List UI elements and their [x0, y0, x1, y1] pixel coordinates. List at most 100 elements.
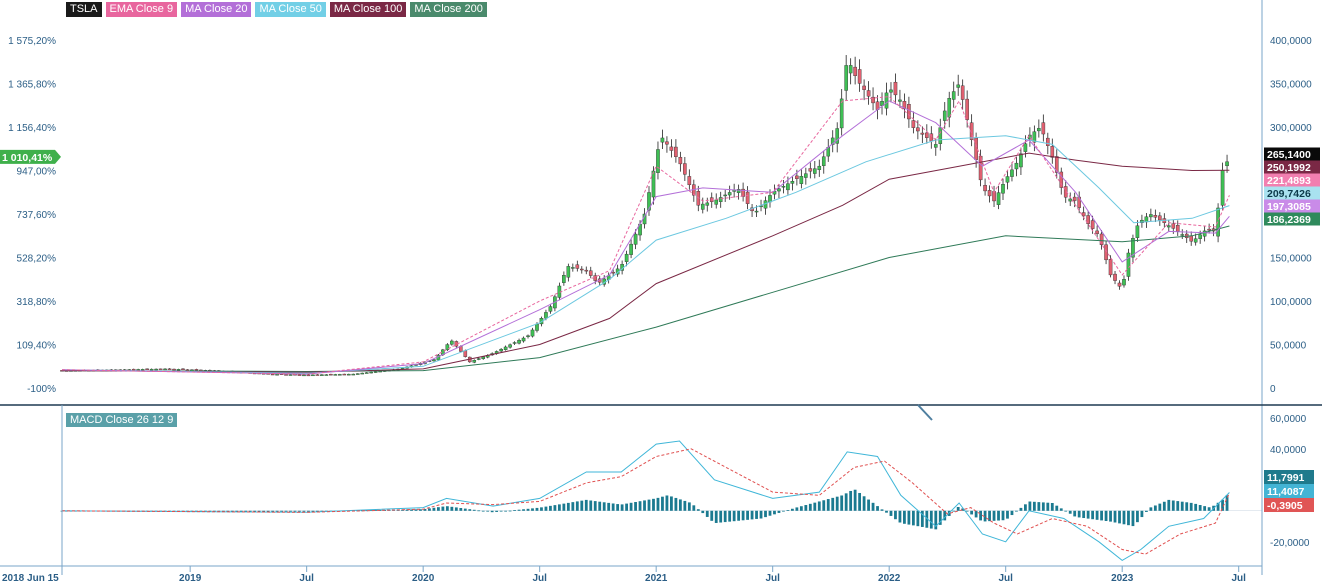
macd-histogram-bar	[248, 510, 252, 512]
candle-body	[566, 266, 571, 278]
macd-histogram-bar	[876, 506, 879, 511]
legend-item-ma200[interactable]: MA Close 200	[410, 2, 487, 17]
candle-body	[1037, 128, 1041, 132]
macd-histogram-bar	[732, 510, 736, 522]
legend-item-ma100[interactable]: MA Close 100	[329, 2, 407, 17]
candle-body	[1059, 171, 1064, 188]
price-axis-tick: 150,0000	[1270, 254, 1312, 265]
candle-body	[369, 371, 373, 374]
candle-body	[938, 127, 943, 144]
macd-histogram-bar	[813, 502, 817, 511]
candle-body	[1046, 137, 1050, 146]
macd-histogram-bar	[1001, 510, 1005, 521]
candle-body	[768, 195, 772, 203]
candle-body	[275, 374, 279, 376]
value-tags: 1 010,41% 265,1400250,1992221,4893209,742…	[0, 147, 1320, 512]
price-axis-tick: 100,0000	[1270, 297, 1312, 308]
candle-body	[450, 340, 454, 345]
candle-body	[1122, 279, 1126, 286]
candle-body	[163, 368, 167, 371]
macd-histogram-bar	[226, 510, 230, 512]
macd-histogram-bar	[468, 509, 472, 511]
macd-histogram-bar	[598, 501, 602, 511]
macd-histogram-bar	[1149, 507, 1153, 511]
macd-histogram-bar	[1140, 510, 1144, 518]
macd-histogram-bar	[880, 509, 884, 511]
macd-histogram-bar	[454, 507, 458, 511]
candle-body	[902, 101, 907, 110]
candle-body	[324, 374, 329, 376]
candle-body	[687, 176, 692, 186]
legend-item-ema9[interactable]: EMA Close 9	[105, 2, 178, 17]
candle-body	[526, 335, 530, 337]
candle-body	[517, 340, 521, 344]
candle-body	[844, 65, 848, 91]
candle-body	[674, 146, 678, 157]
candle-body	[804, 173, 808, 178]
candle-body	[1180, 234, 1185, 236]
macd-histogram-bar	[723, 510, 727, 523]
value-tag-ma-close-200: 186,2369	[1264, 212, 1320, 226]
macd-histogram-bar	[741, 510, 745, 521]
candle-body	[920, 132, 925, 135]
macd-histogram-bar	[804, 505, 808, 511]
percent-axis-tick: 528,20%	[17, 254, 57, 265]
candle-body	[472, 360, 477, 363]
candle-body	[1126, 252, 1131, 277]
macd-histogram-bar	[535, 507, 539, 511]
macd-histogram-bar	[943, 510, 947, 521]
date-tick-label: Jul	[532, 573, 547, 584]
macd-histogram-bar	[867, 499, 870, 511]
percent-axis-tick: 1 156,40%	[8, 123, 56, 134]
macd-histogram-bar	[768, 510, 772, 516]
candle-body	[629, 243, 633, 255]
legend-item-ma50[interactable]: MA Close 50	[255, 2, 326, 17]
macd-histogram-bar	[562, 503, 566, 511]
candle-body	[302, 374, 306, 377]
overlay-ma-close-20	[61, 100, 1230, 375]
candle-body	[705, 202, 710, 206]
candle-body	[1072, 196, 1077, 201]
macd-histogram-bar	[678, 499, 682, 511]
candle-body	[1149, 214, 1153, 218]
value-tag-bg	[1264, 199, 1320, 213]
legend-item-macd[interactable]: MACD Close 26 12 9	[66, 413, 178, 427]
candle-body	[481, 356, 486, 359]
overlay-ma-close-50	[61, 135, 1230, 374]
macd-histogram-bar	[463, 508, 467, 511]
macd-histogram-bar	[490, 510, 494, 513]
macd-histogram-bar	[1010, 510, 1014, 516]
macd-histogram-bar	[481, 510, 485, 512]
candle-body	[983, 185, 987, 192]
macd-histogram-bar	[239, 510, 243, 512]
candle-body	[194, 369, 199, 371]
macd-histogram-bar	[369, 510, 373, 512]
candle-body	[288, 374, 293, 376]
legend-item-tsla[interactable]: TSLA	[66, 2, 102, 17]
macd-histogram-bar	[1113, 510, 1117, 523]
macd-histogram-bar	[1194, 503, 1198, 511]
macd-histogram-bar	[952, 510, 956, 512]
macd-histogram-bar	[925, 510, 929, 528]
macd-histogram-bar	[428, 508, 431, 511]
macd-histogram-bar	[293, 510, 297, 512]
macd-histogram-bar	[1203, 506, 1207, 511]
macd-histogram-bar	[988, 510, 991, 522]
candle-body	[364, 372, 369, 374]
value-tag-bg	[1264, 173, 1320, 187]
macd-histogram-bar	[1216, 502, 1220, 511]
macd-histogram-bar	[929, 510, 933, 529]
macd-histogram-bar	[526, 508, 530, 511]
candle-body	[562, 275, 566, 283]
macd-histogram-bar	[1086, 510, 1090, 519]
macd-histogram-bar	[522, 509, 525, 511]
percent-tag: 1 010,41%	[0, 149, 61, 164]
macd-histogram-bar	[316, 510, 319, 512]
macd-histogram-bar	[1037, 502, 1041, 511]
macd-histogram-bar	[513, 510, 516, 511]
candle-body	[1220, 169, 1225, 206]
legend-item-ma20[interactable]: MA Close 20	[181, 2, 252, 17]
candle-body	[311, 374, 315, 377]
price-axis-tick: 400,0000	[1270, 36, 1312, 47]
